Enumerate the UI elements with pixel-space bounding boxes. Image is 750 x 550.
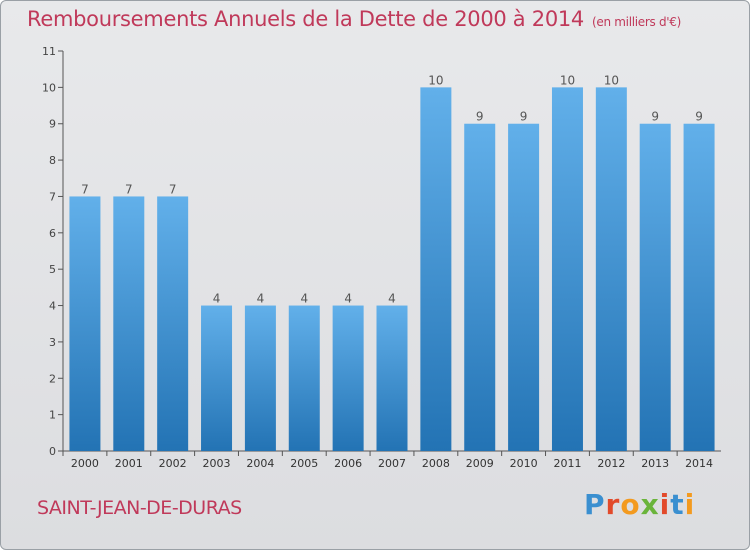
bar: [639, 123, 671, 452]
logo-letter: i: [659, 488, 671, 521]
bar: [551, 87, 583, 451]
x-tick-label: 2014: [685, 457, 713, 470]
bar: [288, 305, 320, 451]
y-tick-label: 2: [49, 372, 56, 385]
y-tick-label: 3: [49, 336, 56, 349]
bar: [69, 196, 101, 451]
data-label: 10: [604, 73, 619, 87]
bar: [508, 123, 540, 452]
data-label: 7: [81, 182, 89, 196]
data-label: 4: [300, 292, 308, 306]
y-tick-label: 7: [49, 190, 56, 203]
y-tick-label: 11: [42, 45, 56, 58]
x-tick-label: 2001: [115, 457, 143, 470]
bar: [420, 87, 452, 451]
x-tick-label: 2000: [71, 457, 99, 470]
y-tick-label: 10: [42, 81, 56, 94]
logo-letter: x: [640, 488, 660, 521]
x-tick-label: 2004: [246, 457, 274, 470]
y-tick-label: 4: [49, 300, 56, 313]
logo-letter: i: [684, 488, 696, 521]
bar: [157, 196, 189, 451]
logo-letter: P: [584, 488, 606, 521]
x-tick-label: 2003: [203, 457, 231, 470]
logo-letter: t: [670, 488, 685, 521]
data-label: 4: [344, 292, 352, 306]
bar: [201, 305, 233, 451]
chart-title: Remboursements Annuels de la Dette de 20…: [27, 7, 681, 31]
proxiti-logo: Proxiti: [584, 488, 695, 521]
y-tick-label: 6: [49, 227, 56, 240]
x-tick-label: 2005: [290, 457, 318, 470]
bar: [244, 305, 276, 451]
logo-letter: o: [620, 488, 641, 521]
data-label: 9: [651, 110, 659, 124]
y-tick-label: 9: [49, 118, 56, 131]
bar: [376, 305, 408, 451]
data-label: 4: [213, 292, 221, 306]
x-tick-label: 2011: [553, 457, 581, 470]
chart-title-text: Remboursements Annuels de la Dette de 20…: [27, 7, 584, 31]
data-label: 7: [125, 182, 133, 196]
bar: [683, 123, 715, 452]
data-label: 4: [388, 292, 396, 306]
x-tick-label: 2008: [422, 457, 450, 470]
x-tick-label: 2007: [378, 457, 406, 470]
y-tick-label: 0: [49, 445, 56, 458]
x-tick-label: 2006: [334, 457, 362, 470]
x-tick-label: 2012: [597, 457, 625, 470]
data-label: 4: [257, 292, 265, 306]
bar: [595, 87, 627, 451]
y-tick-label: 8: [49, 154, 56, 167]
data-label: 10: [428, 73, 443, 87]
x-tick-label: 2010: [510, 457, 538, 470]
data-label: 9: [520, 110, 528, 124]
data-label: 7: [169, 182, 177, 196]
bar: [332, 305, 364, 451]
chart-unit: (en milliers d'€): [592, 15, 682, 29]
data-label: 9: [695, 110, 703, 124]
data-label: 9: [476, 110, 484, 124]
y-tick-label: 1: [49, 409, 56, 422]
x-tick-label: 2002: [159, 457, 187, 470]
y-tick-label: 5: [49, 263, 56, 276]
x-tick-label: 2009: [466, 457, 494, 470]
bar: [113, 196, 145, 451]
x-tick-label: 2013: [641, 457, 669, 470]
logo-letter: r: [605, 488, 621, 521]
data-label: 10: [560, 73, 575, 87]
commune-name: SAINT-JEAN-DE-DURAS: [37, 497, 242, 519]
bar: [464, 123, 496, 452]
